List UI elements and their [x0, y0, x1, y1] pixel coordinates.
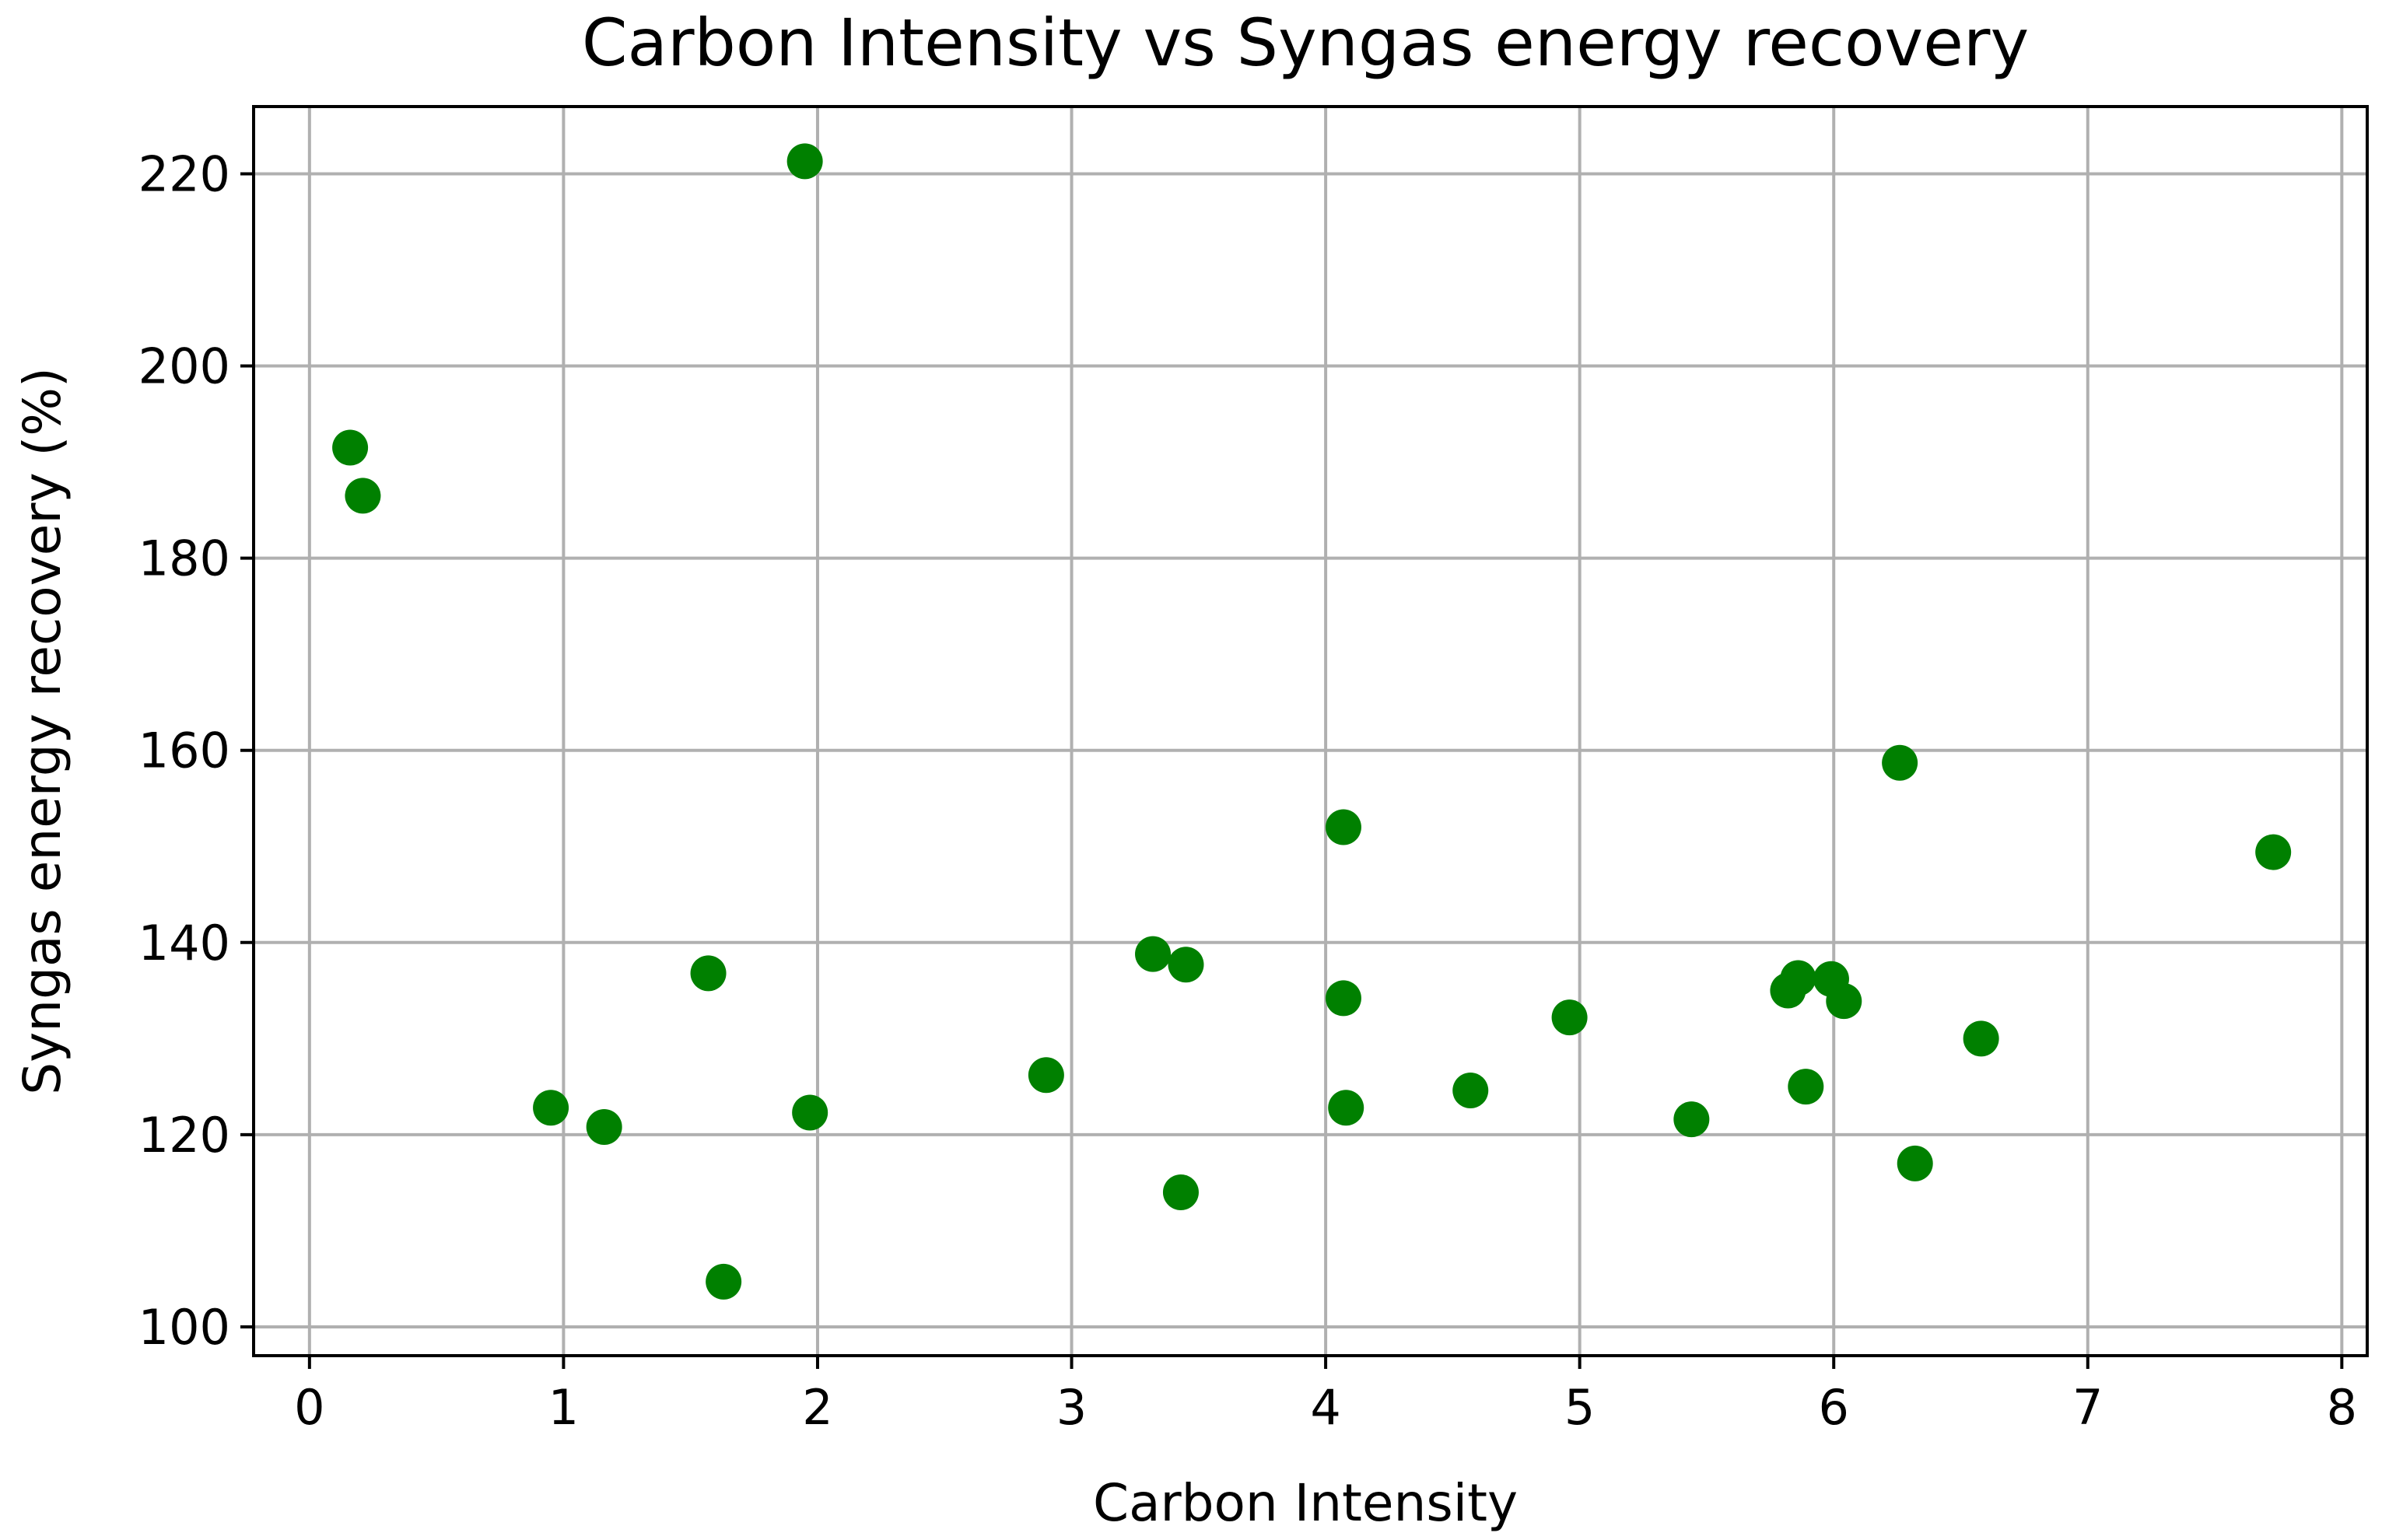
data-point	[1028, 1057, 1064, 1094]
data-point	[706, 1263, 742, 1300]
data-point	[1963, 1020, 1999, 1057]
data-point	[1897, 1145, 1933, 1181]
data-point	[1551, 999, 1588, 1036]
data-point	[1328, 1090, 1364, 1126]
data-point	[586, 1108, 622, 1145]
data-point	[1168, 947, 1204, 983]
data-point	[533, 1090, 569, 1126]
x-tick-label: 6	[1818, 1379, 1848, 1436]
data-point	[786, 143, 823, 180]
x-tick-label: 0	[294, 1379, 324, 1436]
data-point	[2255, 834, 2292, 870]
data-point	[1325, 809, 1361, 845]
x-tick-label: 1	[548, 1379, 579, 1436]
data-point	[1325, 980, 1361, 1017]
x-axis-label: Carbon Intensity	[1093, 1473, 1518, 1533]
data-point	[1673, 1101, 1710, 1138]
y-tick-label: 180	[138, 530, 230, 587]
x-tick-label: 3	[1056, 1379, 1087, 1436]
data-point	[1882, 744, 1918, 781]
data-point	[1135, 936, 1172, 972]
y-tick-label: 200	[138, 338, 230, 395]
y-axis-label: Syngas energy recovery (%)	[12, 367, 72, 1094]
x-tick-label: 4	[1310, 1379, 1340, 1436]
data-point	[690, 955, 727, 992]
data-point	[332, 429, 369, 466]
data-point	[1788, 1069, 1824, 1105]
data-point	[1826, 983, 1862, 1020]
chart-title: Carbon Intensity vs Syngas energy recove…	[582, 5, 2029, 81]
data-point	[1780, 960, 1816, 996]
y-tick-label: 140	[138, 915, 230, 971]
data-point	[792, 1094, 828, 1131]
x-tick-label: 5	[1564, 1379, 1595, 1436]
data-point	[1162, 1174, 1199, 1210]
data-point	[1452, 1073, 1489, 1109]
plot-area-frame	[252, 105, 2369, 1357]
x-tick-label: 7	[2072, 1379, 2103, 1436]
data-points	[332, 143, 2292, 1300]
x-tick-label: 8	[2327, 1379, 2357, 1436]
y-tick-label: 120	[138, 1107, 230, 1164]
y-tick-label: 100	[138, 1299, 230, 1356]
y-tick-label: 220	[138, 145, 230, 202]
y-tick-label: 160	[138, 723, 230, 779]
data-point	[345, 478, 381, 514]
x-tick-label: 2	[802, 1379, 832, 1436]
axis-ticks: 0 1 2 3 4 5 6 7 8 100 120 140 160 180 200 220	[138, 145, 2357, 1436]
